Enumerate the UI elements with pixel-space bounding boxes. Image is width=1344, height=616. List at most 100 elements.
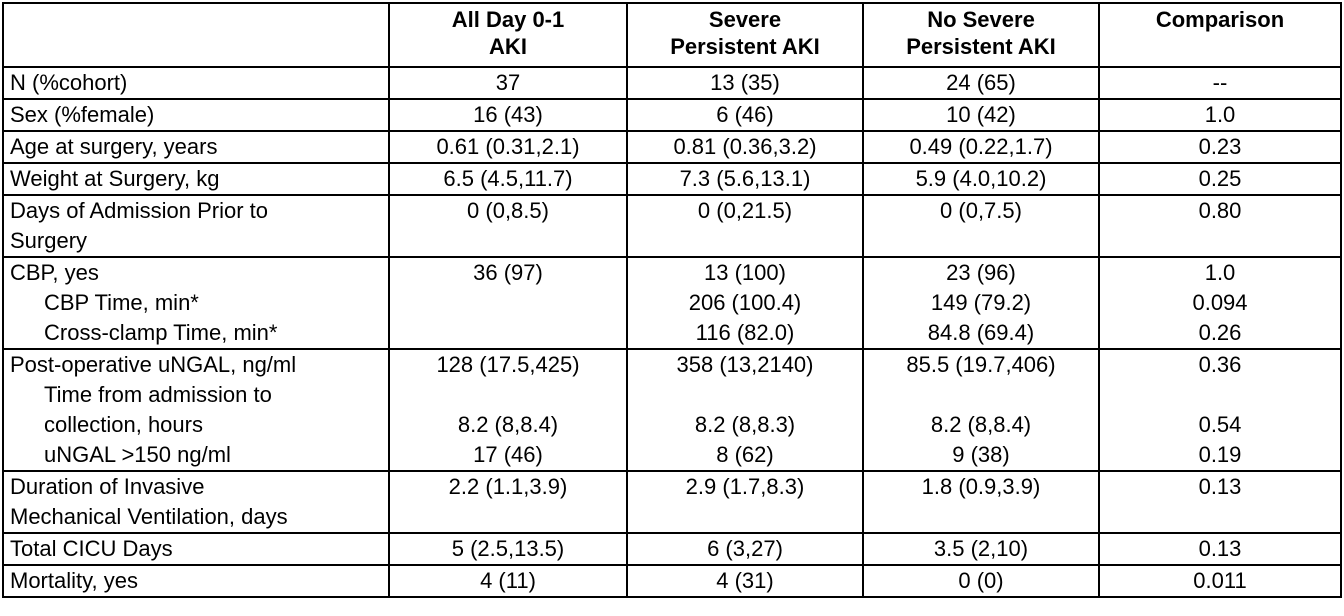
severe-aki-value: 206 (100.4) <box>688 290 802 315</box>
severe-aki-value-cell: 6 (46) <box>626 98 864 132</box>
all-aki-value <box>396 380 620 410</box>
no-severe-aki-value: 23 (96) <box>946 260 1016 285</box>
table-row: Age at surgery, years 0.61 (0.31,2.1) 0.81… <box>2 130 1342 164</box>
header-row: All Day 0-1 AKI Severe Persistent AKI No… <box>2 2 1342 68</box>
row-label: Time from admission to <box>44 382 272 407</box>
row-label: Mechanical Ventilation, days <box>10 504 288 529</box>
comparison-value: 0.011 <box>1193 568 1247 593</box>
comparison-value: 0.54 <box>1198 412 1242 437</box>
no-severe-aki-value-cell: 1.8 (0.9,3.9) <box>862 470 1100 534</box>
comparison-value-cell: -- <box>1098 66 1342 100</box>
severe-aki-value-cell: 358 (13,2140) 8.2 (8,8.3) 8 (62) <box>626 348 864 472</box>
comparison-value-cell: 0.25 <box>1098 162 1342 196</box>
all-aki-value-cell: 4 (11) <box>388 564 628 598</box>
no-severe-aki-value <box>870 502 1092 531</box>
row-label-cell: Days of Admission Prior to Surgery <box>2 194 390 258</box>
row-label-cell: Post-operative uNGAL, ng/ml Time from adm… <box>2 348 390 472</box>
comparison-value: 0.23 <box>1198 134 1242 159</box>
table-row: Duration of Invasive Mechanical Ventilati… <box>2 470 1342 534</box>
row-label: Sex (%female) <box>10 102 155 127</box>
header-blank-cell <box>2 2 390 68</box>
row-label: Mortality, yes <box>10 568 138 593</box>
comparison-value: 0.26 <box>1198 320 1242 345</box>
no-severe-aki-value: 0.49 (0.22,1.7) <box>909 134 1053 159</box>
no-severe-aki-value: 24 (65) <box>946 70 1016 95</box>
table-row: Mortality, yes 4 (11) 4 (31) 0 (0) 0.011 <box>2 564 1342 598</box>
comparison-value: 0.25 <box>1198 166 1242 191</box>
no-severe-aki-value-cell: 3.5 (2,10) <box>862 532 1100 566</box>
all-aki-value: 128 (17.5,425) <box>436 352 580 377</box>
severe-aki-value-cell: 2.9 (1.7,8.3) <box>626 470 864 534</box>
table-row: Post-operative uNGAL, ng/ml Time from adm… <box>2 348 1342 472</box>
row-label: Surgery <box>10 228 88 253</box>
all-aki-value-cell: 5 (2.5,13.5) <box>388 532 628 566</box>
all-aki-value-cell: 16 (43) <box>388 98 628 132</box>
all-aki-value-cell: 128 (17.5,425) 8.2 (8,8.4) 17 (46) <box>388 348 628 472</box>
all-aki-value-cell: 6.5 (4.5,11.7) <box>388 162 628 196</box>
no-severe-aki-value: 10 (42) <box>946 102 1016 127</box>
comparison-value: 0.13 <box>1198 474 1242 499</box>
severe-aki-value <box>634 226 856 255</box>
row-label-cell: Weight at Surgery, kg <box>2 162 390 196</box>
no-severe-aki-value: 149 (79.2) <box>930 290 1032 315</box>
severe-aki-value: 13 (100) <box>704 260 786 285</box>
no-severe-aki-value: 8.2 (8,8.4) <box>930 412 1032 437</box>
no-severe-aki-value: 1.8 (0.9,3.9) <box>921 474 1041 499</box>
no-severe-aki-value-cell: 10 (42) <box>862 98 1100 132</box>
header-no-severe-line-2: Persistent AKI <box>906 34 1056 59</box>
table-row: Sex (%female) 16 (43) 6 (46) 10 (42) 1.0 <box>2 98 1342 132</box>
header-severe-line-2: Persistent AKI <box>670 34 820 59</box>
no-severe-aki-value <box>870 380 1092 410</box>
all-aki-value-cell: 36 (97) <box>388 256 628 350</box>
severe-aki-value <box>634 502 856 531</box>
header-no-severe-line-1: No Severe <box>927 7 1035 32</box>
comparison-value-cell: 1.0 0.094 0.26 <box>1098 256 1342 350</box>
comparison-value <box>1106 380 1334 410</box>
row-label-cell: N (%cohort) <box>2 66 390 100</box>
row-label: Post-operative uNGAL, ng/ml <box>10 352 297 377</box>
row-label-cell: Duration of Invasive Mechanical Ventilati… <box>2 470 390 534</box>
all-aki-value: 6.5 (4.5,11.7) <box>443 166 573 191</box>
all-aki-value <box>396 502 620 531</box>
table-row: Weight at Surgery, kg 6.5 (4.5,11.7) 7.3 (… <box>2 162 1342 196</box>
row-label: Days of Admission Prior to <box>10 198 268 223</box>
all-aki-value: 16 (43) <box>473 102 543 127</box>
severe-aki-value: 0 (0,21.5) <box>697 198 793 223</box>
no-severe-aki-value-cell: 85.5 (19.7,406) 8.2 (8,8.4) 9 (38) <box>862 348 1100 472</box>
table-body: N (%cohort) 37 13 (35) 24 (65) -- Sex (%femal… <box>2 66 1342 598</box>
severe-aki-value-cell: 0.81 (0.36,3.2) <box>626 130 864 164</box>
row-label: N (%cohort) <box>10 70 128 95</box>
severe-aki-value-cell: 7.3 (5.6,13.1) <box>626 162 864 196</box>
no-severe-aki-value: 0 (0,7.5) <box>940 198 1022 223</box>
comparison-value-cell: 0.13 <box>1098 470 1342 534</box>
comparison-value: 0.13 <box>1198 536 1242 561</box>
header-severe-line-1: Severe <box>708 7 782 32</box>
all-aki-value-cell: 0.61 (0.31,2.1) <box>388 130 628 164</box>
all-aki-value: 4 (11) <box>480 568 536 593</box>
comparison-value <box>1106 502 1334 531</box>
header-no-severe-persistent-aki: No Severe Persistent AKI <box>862 2 1100 68</box>
row-label: CBP Time, min* <box>44 290 199 315</box>
all-aki-value-cell: 2.2 (1.1,3.9) <box>388 470 628 534</box>
row-label-cell: CBP, yes CBP Time, min* Cross-clamp Time, … <box>2 256 390 350</box>
row-label: Cross-clamp Time, min* <box>44 320 278 345</box>
row-label-cell: Mortality, yes <box>2 564 390 598</box>
row-label: Weight at Surgery, kg <box>10 166 220 191</box>
comparison-value-cell: 0.36 0.54 0.19 <box>1098 348 1342 472</box>
row-label: Age at surgery, years <box>10 134 218 159</box>
table-row: CBP, yes CBP Time, min* Cross-clamp Time, … <box>2 256 1342 350</box>
no-severe-aki-value: 9 (38) <box>952 442 1010 467</box>
all-aki-value: 17 (46) <box>473 442 543 467</box>
severe-aki-value: 13 (35) <box>710 70 780 95</box>
row-label-cell: Sex (%female) <box>2 98 390 132</box>
all-aki-value: 2.2 (1.1,3.9) <box>448 474 568 499</box>
table-row: N (%cohort) 37 13 (35) 24 (65) -- <box>2 66 1342 100</box>
all-aki-value-cell: 37 <box>388 66 628 100</box>
comparison-value: 0.19 <box>1198 442 1242 467</box>
header-all-day-aki: All Day 0-1 AKI <box>388 2 628 68</box>
row-label: Total CICU Days <box>10 536 173 561</box>
row-label-cell: Age at surgery, years <box>2 130 390 164</box>
comparison-value: 0.094 <box>1192 290 1248 315</box>
comparison-value-cell: 1.0 <box>1098 98 1342 132</box>
severe-aki-value: 358 (13,2140) <box>676 352 814 377</box>
